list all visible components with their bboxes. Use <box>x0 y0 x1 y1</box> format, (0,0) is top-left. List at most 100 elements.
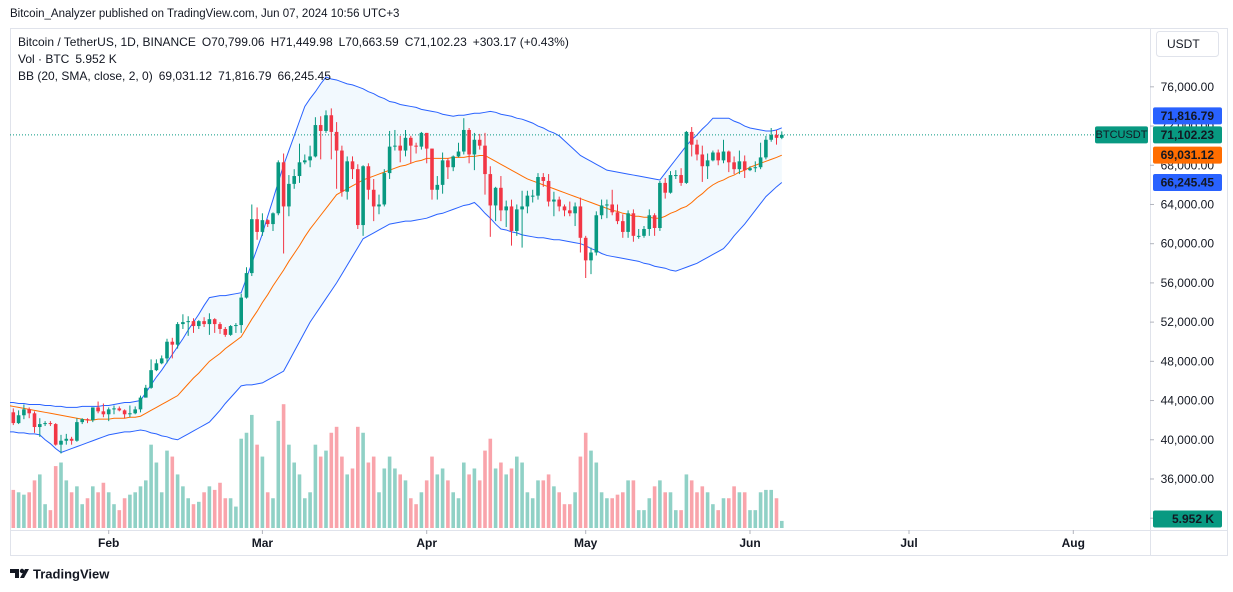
volume-bar <box>589 450 593 528</box>
candle-body <box>239 297 243 326</box>
candle-body <box>165 341 169 359</box>
price-chip-label: 66,245.45 <box>1161 175 1215 189</box>
volume-bar <box>546 474 551 528</box>
volume-bar <box>228 498 233 528</box>
volume-bar <box>642 510 646 528</box>
volume-bar <box>483 450 487 528</box>
volume-bar <box>430 456 434 528</box>
volume-bar <box>668 492 673 528</box>
volume-bar <box>117 510 122 528</box>
candle-body <box>536 177 540 196</box>
candle-body <box>737 161 742 170</box>
candle-body <box>435 184 440 190</box>
volume-bar <box>138 486 143 528</box>
candle-body <box>589 252 593 261</box>
plot-area <box>6 76 1150 528</box>
volume-bar <box>509 468 514 528</box>
volume-chip <box>1153 510 1222 528</box>
volume-bar <box>181 486 185 528</box>
volume-chip-label: 5.952 K <box>1172 512 1214 526</box>
volume-bar <box>695 492 699 528</box>
candle-body <box>250 219 254 274</box>
candle-body <box>488 174 493 206</box>
volume-bar <box>541 480 546 528</box>
band-line <box>10 182 783 454</box>
logo-mark <box>10 569 19 578</box>
volume-bar <box>186 498 190 528</box>
candle-body <box>711 152 715 161</box>
candle-body <box>106 409 111 415</box>
candle-body <box>38 424 42 428</box>
y-tick-label: 36,000.00 <box>1161 472 1215 486</box>
volume-bar <box>467 474 471 528</box>
currency-label: USDT <box>1167 37 1200 51</box>
candle-body <box>557 199 561 207</box>
candle-body <box>318 125 323 131</box>
candle-body <box>265 220 270 225</box>
volume-bar <box>456 498 461 528</box>
volume-bar <box>144 480 148 528</box>
volume-bar <box>652 486 657 528</box>
candle-body <box>440 160 445 185</box>
volume-bar <box>424 480 429 528</box>
candle-body <box>764 139 768 158</box>
candle-body <box>748 168 752 171</box>
volume-bar <box>382 468 387 528</box>
candle-body <box>197 321 201 327</box>
candle-body <box>451 156 455 168</box>
y-tick-label: 44,000.00 <box>1161 394 1215 408</box>
x-tick-label: Mar <box>252 536 274 550</box>
candle-body <box>144 387 148 398</box>
candle-body <box>615 212 620 222</box>
y-tick-label: 48,000.00 <box>1161 354 1215 368</box>
chart-frame <box>10 28 1228 556</box>
candle-body <box>122 410 127 415</box>
volume-bar <box>112 504 116 528</box>
price-chip <box>1153 173 1222 191</box>
candle-body <box>340 150 344 192</box>
volume-bar <box>43 504 47 528</box>
volume-bar <box>276 420 281 528</box>
candle-body <box>223 328 228 335</box>
y-tick-label: 56,000.00 <box>1161 276 1215 290</box>
volume-bar <box>308 492 312 528</box>
volume-bar <box>165 450 169 528</box>
candle-body <box>605 204 609 206</box>
candle-body <box>128 413 132 415</box>
volume-bar <box>446 480 450 528</box>
candle-body <box>6 410 10 412</box>
logo-mark <box>20 569 29 578</box>
price-chip <box>1153 146 1222 164</box>
volume-bar <box>32 480 37 528</box>
volume-bar <box>297 474 302 528</box>
candle-body <box>202 321 206 325</box>
volume-bar <box>85 498 90 528</box>
candle-body <box>758 157 763 168</box>
price-chips: 71,816.79 71,102.23 BTCUSDT 69,031.12 66,245… <box>1095 107 1222 528</box>
candle-body <box>610 204 614 213</box>
candle-body <box>409 137 413 146</box>
legend-ohlc: C71,102.23 <box>405 35 467 49</box>
volume-bar <box>324 450 328 528</box>
volume-bar <box>159 492 164 528</box>
candle-body <box>260 220 265 232</box>
currency-button[interactable] <box>1156 31 1219 57</box>
volume-bar <box>515 456 519 528</box>
candle-body <box>430 148 434 190</box>
volume-bar <box>684 474 689 528</box>
candle-body <box>419 132 424 147</box>
candle-body <box>483 145 487 175</box>
volume-bar <box>610 498 614 528</box>
candle-body <box>642 228 646 236</box>
volume-bar <box>340 456 344 528</box>
volume-bar <box>700 486 705 528</box>
volume-bar <box>472 468 477 528</box>
candle-body <box>732 162 736 170</box>
candle-body <box>149 370 153 388</box>
volume-bar <box>504 474 508 528</box>
candle-body <box>546 180 551 202</box>
candle-body <box>403 137 408 151</box>
volume-bar <box>499 462 503 528</box>
candle-body <box>562 206 567 211</box>
volume-bar <box>260 456 265 528</box>
